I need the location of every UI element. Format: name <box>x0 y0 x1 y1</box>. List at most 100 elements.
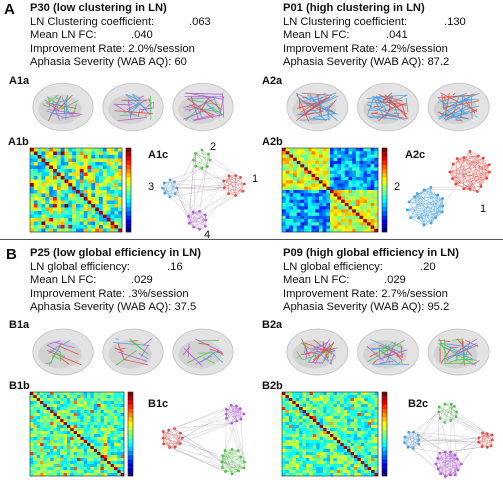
matrix-cell <box>307 212 312 217</box>
matrix-cell <box>97 425 101 429</box>
matrix-cell <box>352 193 357 197</box>
matrix-cell <box>99 200 104 205</box>
matrix-cell <box>322 190 327 194</box>
matrix-cell <box>371 464 375 468</box>
matrix-cell <box>93 449 98 453</box>
matrix-cell <box>79 176 84 180</box>
matrix-cell <box>370 209 375 213</box>
matrix-cell <box>33 422 37 426</box>
graph-node <box>192 225 196 229</box>
matrix-cell <box>106 179 111 184</box>
matrix-cell <box>360 473 365 477</box>
matrix-cell <box>333 452 338 456</box>
matrix-cell <box>316 401 320 405</box>
graph-edge <box>414 196 443 199</box>
matrix-cell <box>99 158 104 163</box>
matrix-cell <box>323 461 327 465</box>
brain-edge <box>199 96 210 113</box>
matrix-cell <box>70 410 74 414</box>
matrix-cell <box>293 160 297 165</box>
matrix-cell <box>56 162 61 166</box>
graph-edge <box>469 151 479 157</box>
matrix-cell <box>53 458 58 462</box>
matrix-cell <box>285 422 290 426</box>
matrix-cell <box>371 434 375 438</box>
matrix-cell <box>282 437 286 441</box>
matrix-cell <box>304 228 309 233</box>
matrix-cell <box>87 228 92 233</box>
matrix-cell <box>72 169 77 173</box>
matrix-cell <box>30 193 35 198</box>
matrix-cell <box>326 404 331 408</box>
matrix-cell <box>322 151 327 155</box>
colorbar-segment <box>382 202 387 207</box>
matrix-cell <box>110 148 115 152</box>
brain-views-b1a <box>28 326 238 378</box>
matrix-cell <box>330 467 334 471</box>
matrix-cell <box>72 172 77 177</box>
matrix-cell <box>315 160 320 165</box>
brain-edge <box>383 353 393 357</box>
matrix-cell <box>97 449 101 453</box>
module-label: 2 <box>210 141 216 153</box>
matrix-cell <box>45 211 50 215</box>
matrix-cell <box>113 470 118 474</box>
matrix-cell <box>300 199 305 204</box>
matrix-cell <box>371 404 375 408</box>
graph-edge <box>226 409 245 415</box>
graph-edge <box>445 463 462 477</box>
matrix-cell <box>113 419 118 423</box>
matrix-cell <box>352 186 357 191</box>
matrix-cell <box>36 419 41 423</box>
matrix-cell <box>50 449 54 453</box>
matrix-cell <box>366 215 371 220</box>
matrix-cell <box>120 419 125 423</box>
matrix-cell <box>95 190 100 194</box>
matrix-cell <box>326 395 331 399</box>
brain-edge <box>302 349 332 361</box>
matrix-cell <box>41 183 46 187</box>
matrix-cell <box>336 467 341 471</box>
graph-bridge <box>176 187 206 227</box>
matrix-cell <box>106 151 111 156</box>
matrix-cell <box>359 148 364 152</box>
matrix-cell <box>296 215 301 220</box>
matrix-cell <box>299 473 303 477</box>
matrix-cell <box>315 148 320 152</box>
matrix-cell <box>300 148 305 152</box>
matrix-cell <box>363 180 368 184</box>
matrix-cell <box>103 428 108 432</box>
matrix-cell <box>33 440 37 444</box>
matrix-cell <box>33 401 37 405</box>
brain-edge <box>380 100 394 109</box>
matrix-cell <box>285 209 290 213</box>
brain-edge <box>438 338 450 359</box>
matrix-cell <box>50 392 54 396</box>
matrix-cell <box>343 392 348 396</box>
matrix-cell <box>56 455 61 459</box>
matrix-cell <box>110 158 115 163</box>
graph-node <box>455 157 459 160</box>
matrix-cell <box>311 228 316 233</box>
matrix-cell <box>30 452 34 456</box>
matrix-cell <box>33 473 37 477</box>
matrix-cell <box>50 410 54 414</box>
matrix-cell <box>30 190 35 194</box>
matrix-cell <box>300 151 305 155</box>
matrix-cell <box>289 228 294 233</box>
matrix-cell <box>302 398 307 402</box>
matrix-cell <box>90 410 94 414</box>
brain-edge <box>188 98 215 112</box>
colorbar-segment <box>128 417 133 422</box>
matrix-cell <box>293 164 297 168</box>
matrix-cell <box>344 167 349 171</box>
matrix-cell <box>60 407 64 411</box>
matrix-cell <box>371 437 375 441</box>
graph-edge <box>410 211 443 218</box>
matrix-cell <box>336 464 341 468</box>
patient-info-p25: P25 (low global efficiency in LN) LN glo… <box>30 247 201 315</box>
matrix-cell <box>295 413 300 417</box>
matrix-cell <box>312 464 317 468</box>
matrix-cell <box>360 428 365 432</box>
